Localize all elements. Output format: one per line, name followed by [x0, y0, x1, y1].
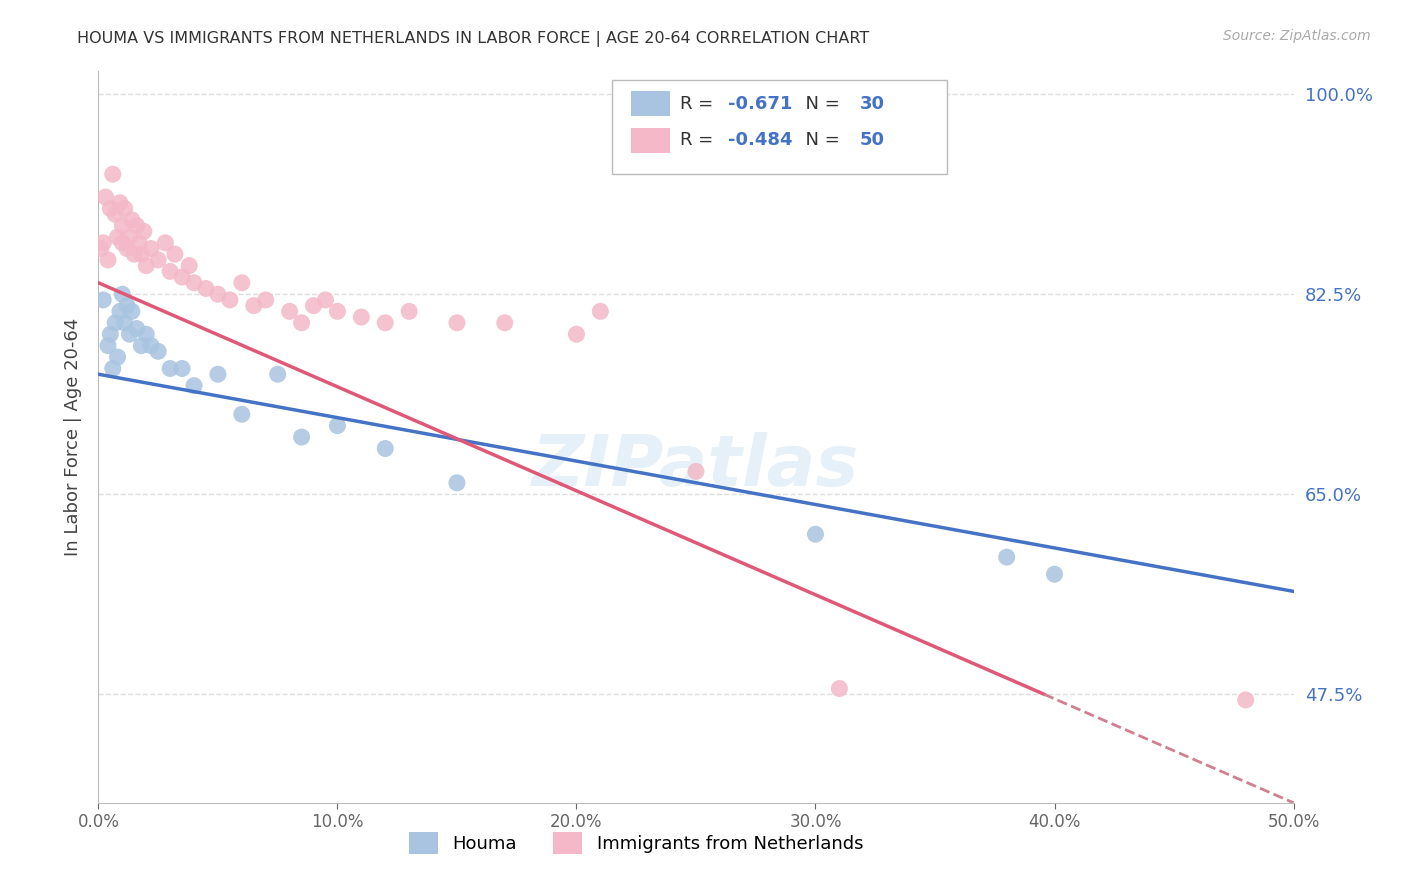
Point: [446, 316, 468, 330]
Point: [125, 219, 148, 233]
Text: 50: 50: [859, 131, 884, 149]
Point: [131, 247, 153, 261]
Point: [104, 207, 127, 221]
Point: [231, 276, 253, 290]
Point: [97, 339, 120, 353]
Point: [254, 293, 277, 307]
Point: [446, 475, 468, 490]
Point: [118, 230, 141, 244]
Point: [104, 316, 127, 330]
Point: [183, 276, 205, 290]
Point: [135, 259, 157, 273]
Point: [565, 327, 588, 342]
Y-axis label: In Labor Force | Age 20-64: In Labor Force | Age 20-64: [63, 318, 82, 557]
Point: [108, 195, 131, 210]
Point: [302, 299, 325, 313]
Point: [1043, 567, 1066, 582]
Point: [121, 213, 143, 227]
Point: [107, 230, 129, 244]
Point: [494, 316, 516, 330]
Text: N =: N =: [794, 95, 845, 112]
Point: [98, 327, 122, 342]
Text: -0.484: -0.484: [728, 131, 793, 149]
Point: [195, 281, 218, 295]
Point: [148, 344, 170, 359]
Point: [121, 304, 143, 318]
Text: N =: N =: [794, 131, 845, 149]
Point: [139, 339, 162, 353]
Point: [135, 327, 157, 342]
Point: [398, 304, 420, 318]
Point: [94, 190, 117, 204]
Point: [148, 252, 170, 267]
Point: [108, 304, 131, 318]
Point: [163, 247, 186, 261]
Point: [125, 321, 148, 335]
Point: [155, 235, 177, 250]
Point: [995, 550, 1018, 565]
Point: [139, 242, 162, 256]
Point: [118, 327, 141, 342]
Text: R =: R =: [681, 131, 720, 149]
Point: [374, 316, 396, 330]
Point: [90, 242, 112, 256]
Point: [350, 310, 373, 324]
Point: [315, 293, 337, 307]
Point: [207, 368, 229, 382]
Text: Source: ZipAtlas.com: Source: ZipAtlas.com: [1223, 29, 1371, 43]
Text: -0.671: -0.671: [728, 95, 793, 112]
Point: [828, 681, 851, 696]
Point: [128, 235, 150, 250]
Point: [243, 299, 266, 313]
Point: [98, 202, 122, 216]
FancyBboxPatch shape: [631, 91, 669, 116]
Point: [111, 219, 134, 233]
Point: [107, 350, 129, 364]
Point: [132, 224, 155, 238]
Point: [172, 361, 194, 376]
Point: [172, 270, 194, 285]
Point: [111, 235, 134, 250]
Point: [219, 293, 242, 307]
Point: [91, 235, 114, 250]
Text: HOUMA VS IMMIGRANTS FROM NETHERLANDS IN LABOR FORCE | AGE 20-64 CORRELATION CHAR: HOUMA VS IMMIGRANTS FROM NETHERLANDS IN …: [77, 31, 869, 47]
Point: [326, 418, 349, 433]
Point: [685, 464, 707, 478]
Point: [278, 304, 301, 318]
Point: [207, 287, 229, 301]
Point: [159, 264, 181, 278]
Point: [97, 252, 120, 267]
Point: [101, 361, 124, 376]
Point: [114, 202, 136, 216]
Point: [326, 304, 349, 318]
FancyBboxPatch shape: [631, 128, 669, 153]
Text: 30: 30: [859, 95, 884, 112]
Point: [291, 316, 314, 330]
Point: [114, 316, 136, 330]
Point: [589, 304, 612, 318]
Point: [159, 361, 181, 376]
Point: [115, 299, 138, 313]
Point: [115, 242, 138, 256]
Point: [111, 287, 134, 301]
Point: [101, 167, 124, 181]
Point: [131, 339, 153, 353]
Text: R =: R =: [681, 95, 720, 112]
Point: [183, 378, 205, 392]
Text: ZIPatlas: ZIPatlas: [533, 432, 859, 500]
Point: [267, 368, 290, 382]
Point: [1234, 693, 1257, 707]
Point: [231, 407, 253, 421]
Point: [291, 430, 314, 444]
Point: [91, 293, 114, 307]
Point: [179, 259, 201, 273]
Point: [374, 442, 396, 456]
Point: [124, 247, 146, 261]
FancyBboxPatch shape: [613, 80, 948, 174]
Legend: Houma, Immigrants from Netherlands: Houma, Immigrants from Netherlands: [401, 823, 872, 863]
Point: [804, 527, 827, 541]
